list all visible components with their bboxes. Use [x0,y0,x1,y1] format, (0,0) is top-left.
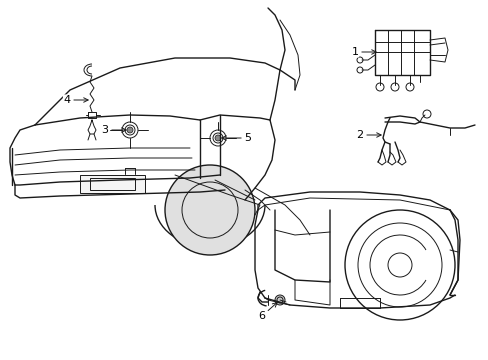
Circle shape [127,127,133,133]
Circle shape [164,165,254,255]
Text: 6: 6 [258,302,277,321]
Text: 2: 2 [356,130,380,140]
Circle shape [215,135,221,141]
Circle shape [122,122,138,138]
Circle shape [209,130,225,146]
Bar [80,175,145,193]
Circle shape [274,295,285,305]
Text: 1: 1 [351,47,375,57]
Text: 5: 5 [222,133,251,143]
Text: 3: 3 [102,125,126,135]
Text: 4: 4 [63,95,88,105]
Bar [90,178,135,190]
